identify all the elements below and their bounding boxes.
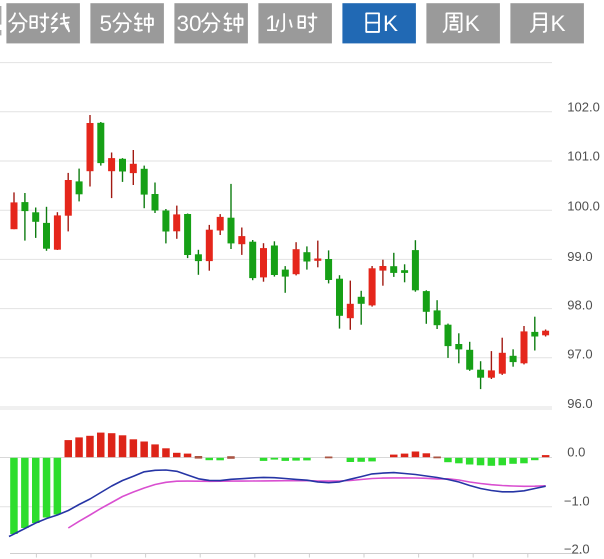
svg-text:100.0: 100.0 xyxy=(567,198,600,213)
svg-text:−2.0: −2.0 xyxy=(564,542,590,557)
svg-text:98.0: 98.0 xyxy=(567,298,592,313)
svg-text:101.0: 101.0 xyxy=(567,149,600,164)
svg-text:0.0: 0.0 xyxy=(567,445,585,460)
svg-text:5: 5 xyxy=(100,11,113,36)
svg-text:99.0: 99.0 xyxy=(567,249,592,264)
svg-text:−1.0: −1.0 xyxy=(564,493,590,508)
svg-text:97.0: 97.0 xyxy=(567,347,592,362)
svg-text:30: 30 xyxy=(177,11,202,36)
svg-text:K: K xyxy=(551,11,566,36)
svg-text:96.0: 96.0 xyxy=(567,396,592,411)
svg-text:102.0: 102.0 xyxy=(567,100,600,115)
svg-text:K: K xyxy=(465,11,480,36)
svg-text:K: K xyxy=(383,11,398,36)
svg-text:1: 1 xyxy=(265,11,278,36)
